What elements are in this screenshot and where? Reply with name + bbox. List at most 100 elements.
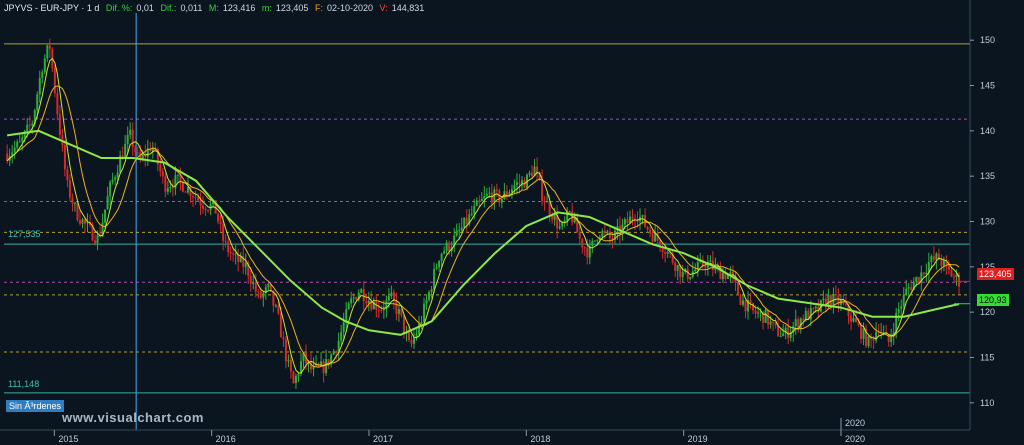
candle-body bbox=[355, 297, 358, 300]
candle-body bbox=[410, 339, 413, 344]
candle-body bbox=[475, 200, 478, 206]
candle-body bbox=[38, 77, 41, 95]
candle-body bbox=[282, 337, 285, 340]
current-price-tag: 123,405 bbox=[977, 268, 1014, 280]
candle-body bbox=[116, 172, 119, 178]
candle-body bbox=[332, 351, 335, 355]
candle-body bbox=[596, 239, 599, 241]
candle-body bbox=[875, 332, 878, 341]
candle-body bbox=[628, 216, 631, 223]
candle-body bbox=[202, 205, 205, 209]
candle-body bbox=[249, 276, 252, 284]
x-tick-label: 2019 bbox=[688, 434, 708, 444]
candle-body bbox=[621, 224, 624, 235]
candle-body bbox=[297, 373, 300, 376]
candle-body bbox=[239, 255, 242, 262]
candle-body bbox=[794, 319, 797, 327]
candle-body bbox=[546, 200, 549, 203]
candle-body bbox=[797, 319, 800, 328]
candle-body bbox=[664, 252, 667, 254]
candle-body bbox=[636, 220, 639, 222]
candle-body bbox=[777, 325, 780, 337]
candle-body bbox=[325, 359, 328, 374]
candle-body bbox=[721, 272, 724, 280]
candle-body bbox=[857, 322, 860, 325]
candle-body bbox=[563, 220, 566, 223]
candle-body bbox=[28, 124, 31, 126]
candle-body bbox=[568, 211, 571, 213]
candle-body bbox=[181, 181, 184, 192]
candle-body bbox=[646, 226, 649, 230]
candle-body bbox=[591, 240, 594, 247]
candle-body bbox=[289, 359, 292, 372]
candle-body bbox=[792, 326, 795, 333]
candle-body bbox=[66, 169, 69, 181]
candle-body bbox=[468, 214, 471, 225]
candle-body bbox=[930, 256, 933, 263]
candle-body bbox=[784, 327, 787, 334]
candle-body bbox=[269, 284, 272, 291]
candle-body bbox=[224, 240, 227, 242]
candle-body bbox=[548, 200, 551, 215]
upper-cyan-level-label: 127,535 bbox=[8, 229, 41, 239]
ma-long-price-tag: 120,93 bbox=[977, 294, 1009, 306]
candle-body bbox=[48, 45, 51, 49]
candle-body bbox=[247, 262, 250, 277]
candle-body bbox=[937, 253, 940, 260]
candle-body bbox=[543, 201, 546, 203]
candle-body bbox=[217, 213, 220, 222]
candle-body bbox=[694, 269, 697, 272]
candle-body bbox=[171, 186, 174, 189]
candle-body bbox=[679, 265, 682, 277]
candle-body bbox=[470, 213, 473, 215]
candle-body bbox=[865, 328, 868, 346]
candle-body bbox=[242, 255, 245, 267]
candle-body bbox=[418, 323, 421, 335]
candle-body bbox=[742, 300, 745, 305]
candle-body bbox=[345, 309, 348, 323]
candle-body bbox=[126, 135, 129, 144]
candle-body bbox=[789, 332, 792, 338]
candle-body bbox=[445, 242, 448, 252]
candle-body bbox=[887, 334, 890, 342]
candle-body bbox=[613, 230, 616, 240]
dif-value: 0,011 bbox=[180, 3, 203, 13]
candle-body bbox=[508, 192, 511, 196]
dif-label: Dif.: bbox=[160, 3, 177, 13]
candle-body bbox=[234, 253, 237, 255]
candle-body bbox=[895, 313, 898, 333]
candle-body bbox=[922, 272, 925, 275]
candle-body bbox=[257, 291, 260, 293]
y-tick-label: 115 bbox=[980, 352, 994, 362]
candle-body bbox=[18, 141, 21, 143]
candle-body bbox=[674, 262, 677, 271]
x-tick-label: 2016 bbox=[216, 434, 236, 444]
y-tick-label: 135 bbox=[980, 171, 995, 181]
v-label: V: bbox=[379, 3, 388, 13]
candle-body bbox=[390, 292, 393, 296]
candle-body bbox=[824, 298, 827, 307]
candle-body bbox=[274, 305, 277, 307]
candle-body bbox=[443, 251, 446, 254]
candle-body bbox=[578, 232, 581, 239]
candle-body bbox=[478, 200, 481, 202]
candle-body bbox=[428, 291, 431, 301]
candle-body bbox=[759, 311, 762, 313]
candle-body bbox=[440, 253, 443, 261]
candle-body bbox=[957, 274, 960, 287]
candle-body bbox=[212, 200, 215, 205]
candle-body bbox=[23, 130, 26, 138]
candle-body bbox=[430, 289, 433, 292]
no-orders-badge[interactable]: Sin Ã³rdenes bbox=[6, 400, 65, 412]
candle-body bbox=[952, 276, 955, 278]
candle-body bbox=[689, 277, 692, 279]
candle-body bbox=[292, 371, 295, 384]
candle-body bbox=[862, 328, 865, 339]
candle-body bbox=[272, 290, 275, 306]
candle-body bbox=[498, 190, 501, 203]
candle-body bbox=[104, 209, 107, 223]
max-label: M: bbox=[208, 3, 219, 13]
candle-body bbox=[6, 153, 9, 161]
